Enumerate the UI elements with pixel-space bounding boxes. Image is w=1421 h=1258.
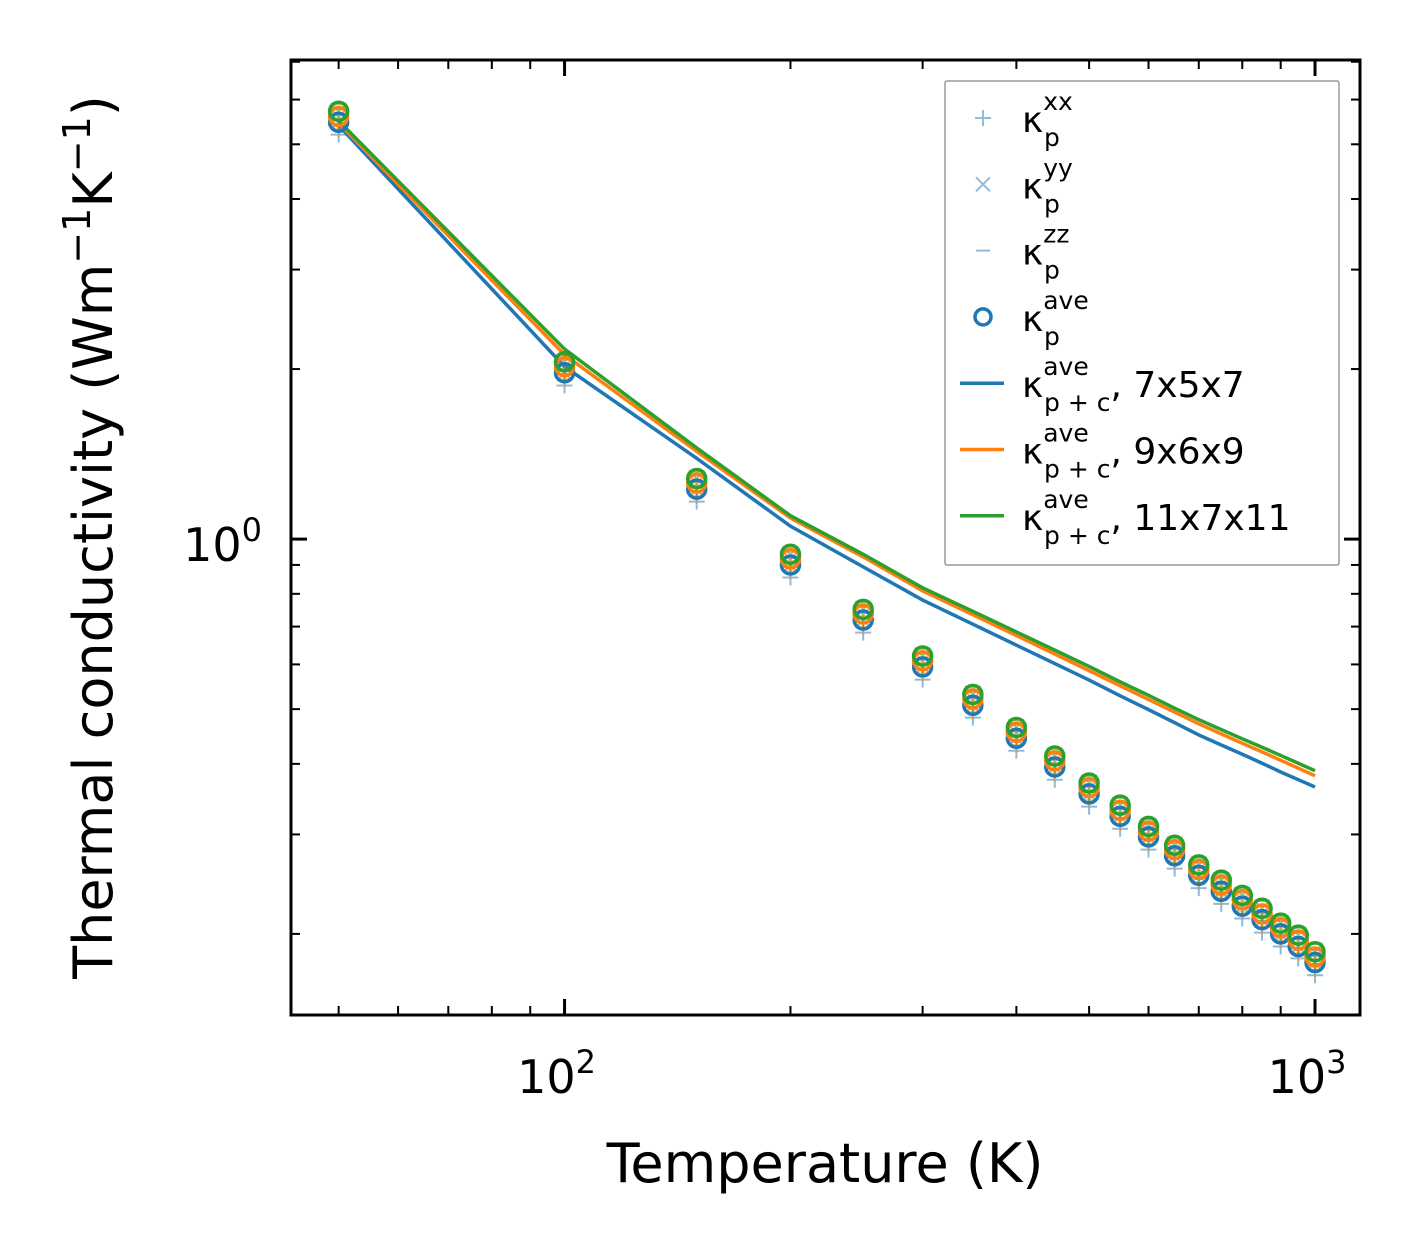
legend-kappa: κ	[1022, 299, 1043, 340]
point-kappa-ave-11x7x11	[779, 543, 802, 566]
legend-label: κxx p	[1022, 87, 1073, 152]
point-kappa-ave-11x7x11	[911, 645, 934, 667]
point-kappa-ave-11x7x11	[1137, 815, 1160, 838]
legend-suffix: , 11x7x11	[1110, 498, 1290, 539]
legend-superscript: zz	[1043, 220, 1069, 249]
line-kappa-pc-11x7x11	[337, 119, 1316, 773]
legend-box	[944, 80, 1340, 566]
point-kappa-ave-11x7x11	[1188, 854, 1210, 876]
point-kappa-ave-11x7x11	[1210, 869, 1233, 891]
point-kappa-ave-11x7x11	[1304, 940, 1326, 963]
tick-base: 10	[517, 1050, 576, 1104]
legend-superscript: ave	[1043, 419, 1089, 448]
tick-exponent: 3	[1326, 1043, 1346, 1081]
legend-suffix: , 7x5x7	[1110, 365, 1244, 406]
point-kappa-ave-7x5x7	[852, 609, 874, 631]
point-kappa-ave-7x5x7	[1109, 805, 1131, 828]
x-axis-label: Temperature (K)	[606, 1132, 1044, 1195]
line-kappa-pc-9x6x9	[337, 121, 1316, 778]
tick-exponent: 2	[576, 1043, 596, 1081]
point-kappa-ave-7x5x7	[1078, 783, 1100, 805]
legend-kappa: κ	[1022, 100, 1043, 141]
legend-subscript: p	[1044, 189, 1060, 218]
point-kappa-ave-11x7x11	[1287, 924, 1310, 946]
point-kappa-ave-7x5x7	[1005, 727, 1028, 750]
legend-superscript: ave	[1043, 485, 1089, 514]
point-kappa-ave-11x7x11	[685, 467, 708, 490]
point-kappa-ave-7x5x7	[685, 478, 708, 500]
point-kappa-ave-11x7x11	[327, 100, 350, 123]
legend-label: κave p + c, 7x5x7	[1022, 352, 1245, 417]
line-kappa-pc-7x5x7	[337, 124, 1316, 789]
x-tick-label: 103	[1268, 1043, 1347, 1104]
point-kappa-ave-11x7x11	[1231, 884, 1254, 907]
point-kappa-ave-11x7x11	[1109, 794, 1131, 816]
point-kappa-ave-11x7x11	[1251, 897, 1273, 920]
point-kappa-ave-11x7x11	[1163, 834, 1186, 857]
legend-circle-icon	[973, 307, 993, 327]
legend-label: κzz p	[1022, 220, 1069, 285]
legend-label: κave p + c, 11x7x11	[1022, 485, 1291, 550]
point-kappa-ave-7x5x7	[1210, 880, 1233, 902]
legend-superscript: yy	[1043, 153, 1073, 182]
point-kappa-ave-11x7x11	[962, 683, 984, 706]
point-kappa-ave-7x5x7	[779, 554, 802, 576]
point-kappa-ave-11x7x11	[1044, 745, 1066, 767]
tick-base: 10	[1268, 1050, 1327, 1104]
legend-plus-icon	[975, 110, 991, 126]
legend-subscript: p	[1044, 322, 1060, 351]
legend-kappa: κ	[1022, 365, 1043, 406]
point-kappa-ave-11x7x11	[1269, 912, 1292, 934]
point-kappa-ave-11x7x11	[1005, 716, 1028, 739]
legend-subscript: p	[1044, 256, 1060, 285]
legend-superscript: ave	[1043, 286, 1089, 315]
legend-label: κave p + c, 9x6x9	[1022, 419, 1245, 484]
point-kappa-ave-7x5x7	[911, 656, 934, 678]
tick-exponent: 0	[242, 511, 262, 549]
legend-subscript: p	[1044, 123, 1060, 152]
y-tick-label: 100	[183, 511, 262, 572]
point-kappa-ave-11x7x11	[852, 598, 874, 621]
legend-superscript: ave	[1043, 352, 1089, 381]
plot-frame	[289, 58, 1362, 1017]
legend-kappa: κ	[1022, 166, 1043, 207]
point-kappa-ave-7x5x7	[1163, 845, 1186, 867]
point-kappa-ave-7x5x7	[1231, 895, 1254, 917]
legend-kappa: κ	[1022, 432, 1043, 473]
legend-kappa: κ	[1022, 233, 1043, 274]
legend-subscript: p + c	[1044, 388, 1110, 417]
legend-subscript: p + c	[1044, 455, 1110, 484]
point-kappa-ave-7x5x7	[1044, 756, 1066, 778]
point-kappa-ave-7x5x7	[553, 362, 576, 384]
x-tick-label: 102	[517, 1043, 596, 1104]
point-kappa-ave-11x7x11	[553, 351, 576, 373]
tick-base: 10	[183, 518, 242, 572]
legend-superscript: xx	[1043, 87, 1073, 116]
legend-suffix: , 9x6x9	[1110, 432, 1244, 473]
legend-kappa: κ	[1022, 498, 1043, 539]
legend-subscript: p + c	[1044, 521, 1110, 550]
legend-label: κyy p	[1022, 153, 1073, 218]
y-axis-label: Thermal conductivity (Wm−1K−1)	[55, 95, 125, 980]
legend-label: κave p	[1022, 286, 1089, 351]
point-kappa-ave-7x5x7	[962, 694, 984, 716]
legend-x-icon	[975, 176, 991, 193]
point-kappa-ave-11x7x11	[1078, 772, 1100, 794]
